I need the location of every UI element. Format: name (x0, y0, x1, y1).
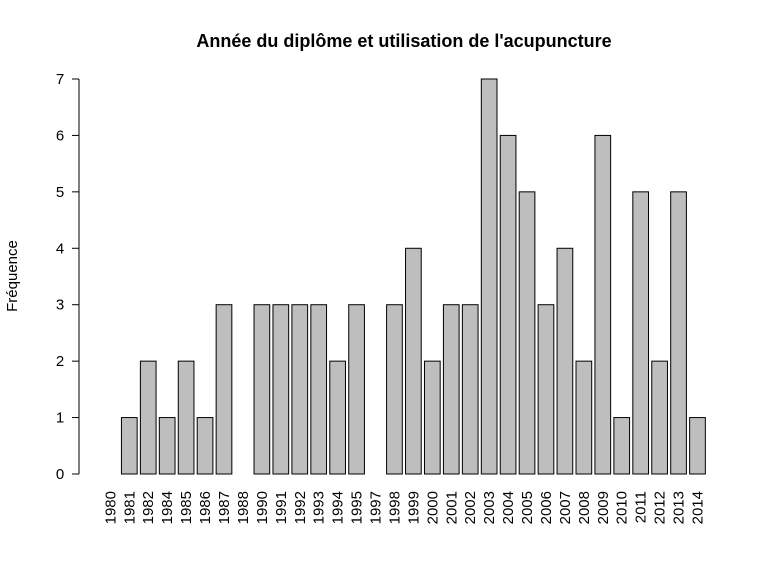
x-tick-label-2001: 2001 (443, 491, 460, 524)
bar-1987 (215, 304, 233, 475)
x-tick-label-1999: 1999 (405, 491, 422, 524)
x-tick-label-1981: 1981 (121, 491, 138, 524)
bar-1991 (272, 304, 290, 475)
x-tick-label-1986: 1986 (197, 491, 214, 524)
x-tick-label-1988: 1988 (235, 491, 252, 524)
y-tick-label: 3 (56, 297, 64, 314)
y-tick-label: 7 (56, 71, 64, 88)
bar-1982 (139, 360, 157, 475)
bar-2010 (613, 417, 631, 475)
bar-2009 (594, 134, 612, 475)
bar-1985 (177, 360, 195, 475)
x-tick-label-1992: 1992 (292, 491, 309, 524)
x-tick-label-2003: 2003 (481, 491, 498, 524)
x-tick-label-2002: 2002 (462, 491, 479, 524)
bar-1998 (386, 304, 403, 475)
bars-group (120, 78, 706, 475)
x-tick-label-1984: 1984 (159, 491, 176, 524)
x-tick-label-2011: 2011 (633, 491, 650, 523)
bar-1986 (196, 417, 214, 475)
bar-2002 (461, 304, 479, 475)
x-tick-label-2004: 2004 (500, 491, 517, 524)
y-tick-label: 5 (56, 184, 64, 201)
bar-1999 (405, 247, 422, 475)
x-tick-label-1997: 1997 (368, 491, 385, 524)
bar-1993 (310, 304, 328, 475)
x-tick-labels: 1980 1981 1982 1984 1985 1986 1987 1988 1990 1991… (102, 491, 706, 524)
chart-title: Année du diplôme et utilisation de l'acu… (196, 31, 611, 51)
bar-2012 (651, 360, 668, 475)
bar-1990 (253, 304, 271, 475)
x-tick-label-2009: 2009 (595, 491, 612, 524)
bar-2003 (480, 78, 498, 475)
x-tick-label-2000: 2000 (424, 491, 441, 524)
bar-2004 (499, 134, 517, 475)
bar-1994 (329, 360, 346, 475)
bar-2006 (537, 304, 555, 475)
x-tick-label-1991: 1991 (273, 491, 290, 524)
bar-2000 (423, 360, 441, 475)
x-tick-label-1982: 1982 (140, 491, 157, 524)
x-tick-label-2013: 2013 (671, 491, 688, 524)
x-tick-label-1980: 1980 (102, 491, 119, 524)
x-tick-label-1987: 1987 (216, 491, 233, 524)
x-tick-label-2008: 2008 (576, 491, 593, 524)
x-tick-label-1985: 1985 (178, 491, 195, 524)
y-tick-label: 0 (56, 466, 64, 483)
bar-1995 (348, 304, 365, 475)
x-tick-label-1995: 1995 (349, 491, 366, 524)
x-tick-label-2006: 2006 (538, 491, 555, 524)
bar-1992 (291, 304, 309, 475)
bar-2011 (632, 191, 650, 475)
x-tick-label-2014: 2014 (689, 491, 706, 524)
x-tick-label-2005: 2005 (519, 491, 536, 524)
x-tick-label-1994: 1994 (330, 491, 347, 524)
bar-2001 (442, 304, 460, 475)
y-axis: 0 1 2 3 4 5 6 7 (56, 71, 80, 483)
bar-2007 (556, 247, 574, 475)
y-tick-label: 2 (56, 353, 64, 370)
y-tick-label: 4 (56, 240, 64, 257)
y-tick-label: 1 (56, 410, 64, 427)
bar-2013 (670, 191, 687, 475)
y-axis-label: Fréquence (4, 240, 21, 312)
x-tick-label-1990: 1990 (254, 491, 271, 524)
y-tick-label: 6 (56, 127, 64, 144)
x-tick-label-1998: 1998 (386, 491, 403, 524)
x-tick-label-2012: 2012 (652, 491, 669, 524)
bar-1984 (158, 417, 176, 475)
x-tick-label-2007: 2007 (557, 491, 574, 524)
bar-2014 (689, 417, 706, 475)
x-tick-label-1993: 1993 (311, 491, 328, 524)
bar-1981 (120, 417, 138, 475)
bar-2008 (575, 360, 593, 475)
x-tick-label-2010: 2010 (614, 491, 631, 524)
bar-2005 (518, 191, 536, 475)
